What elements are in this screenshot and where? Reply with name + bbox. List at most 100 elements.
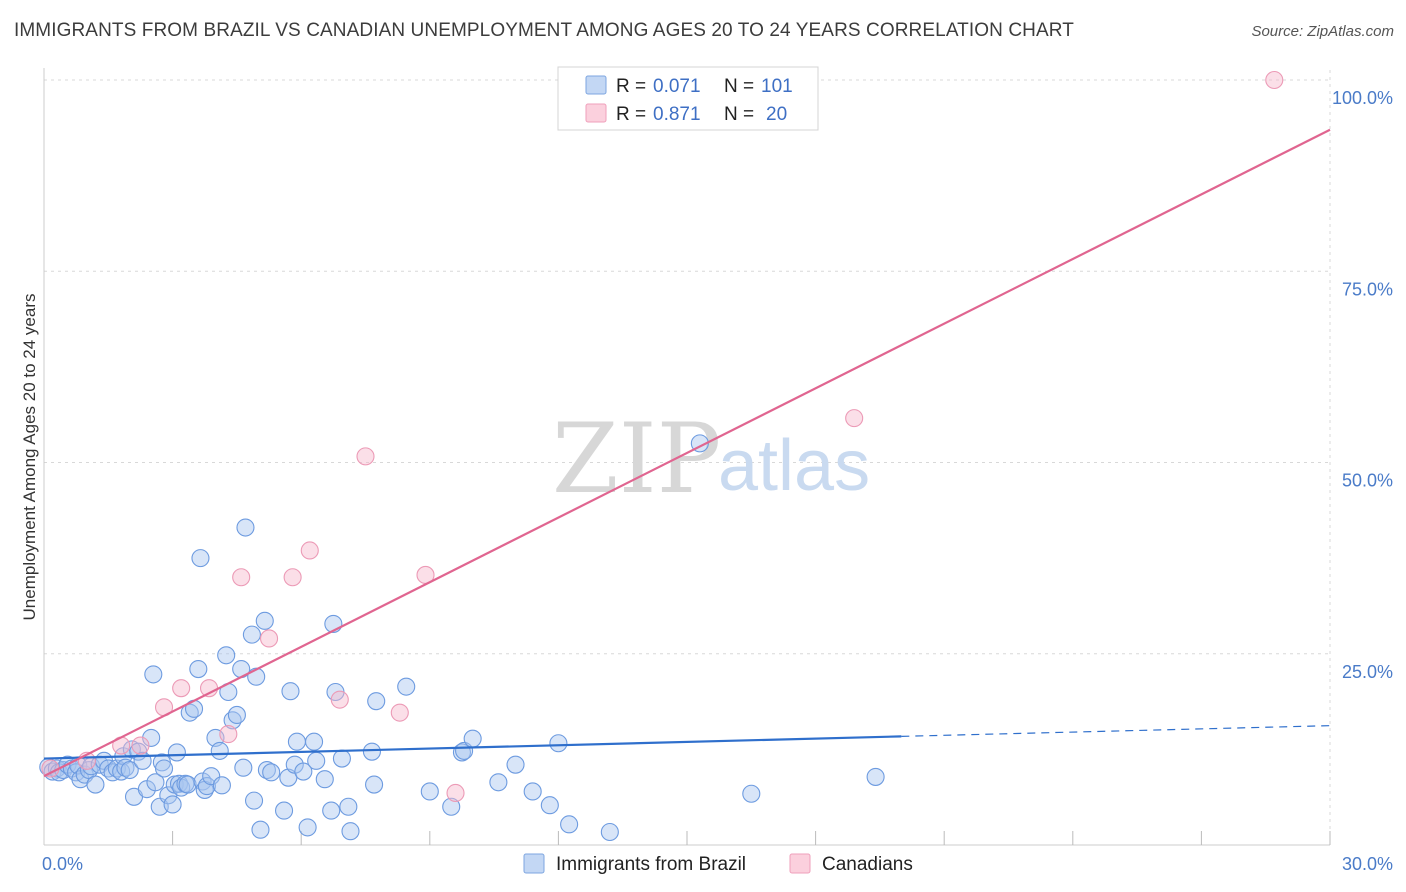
y-tick-label-0: 25.0%	[1342, 662, 1393, 682]
point-brazil-101	[866, 767, 885, 786]
point-brazil-22	[120, 760, 139, 780]
y-tick-label-2: 75.0%	[1342, 279, 1393, 299]
x-tick-label-1: 30.0%	[1342, 854, 1393, 874]
point-brazil-69	[281, 682, 300, 701]
point-canadians-11	[300, 541, 319, 560]
bottom-legend-swatch-blue	[523, 853, 545, 874]
point-brazil-91	[463, 729, 482, 748]
point-brazil-94	[523, 782, 542, 801]
tick-labels: 25.0% 50.0% 75.0% 100.0% 0.0% 30.0%	[42, 88, 1393, 874]
point-canadians-0	[41, 759, 60, 778]
point-canadians-3	[131, 736, 150, 755]
point-brazil-92	[489, 773, 508, 792]
point-canadians-14	[390, 703, 409, 722]
legend-swatch-blue	[585, 75, 607, 95]
point-brazil-64	[255, 611, 274, 630]
trend-line-brazil	[43, 735, 902, 760]
point-brazil-93	[506, 755, 525, 774]
point-brazil-100	[742, 784, 761, 803]
point-canadians-13	[356, 447, 375, 466]
point-brazil-48	[197, 777, 216, 796]
point-brazil-67	[275, 801, 294, 820]
point-brazil-77	[322, 801, 341, 820]
point-brazil-53	[217, 646, 236, 665]
point-canadians-7	[219, 725, 238, 744]
grid	[44, 70, 1331, 845]
point-brazil-98	[600, 822, 619, 842]
bottom-legend-label-canadians: Canadians	[822, 854, 913, 875]
point-canadians-12	[330, 690, 349, 709]
point-brazil-51	[210, 741, 229, 760]
point-brazil-56	[227, 705, 246, 725]
point-brazil-84	[365, 775, 384, 794]
bottom-legend-label-brazil: Immigrants from Brazil	[556, 854, 746, 875]
point-brazil-52	[212, 776, 231, 795]
point-brazil-41	[178, 775, 197, 794]
point-brazil-61	[244, 791, 264, 810]
point-brazil-87	[420, 782, 439, 801]
point-brazil-85	[367, 692, 386, 711]
trend-lines	[43, 128, 1331, 778]
point-brazil-59	[236, 518, 255, 537]
point-brazil-58	[234, 758, 253, 777]
point-canadians-17	[845, 409, 864, 428]
trend-line-brazil-extension	[901, 725, 1331, 737]
axes	[43, 68, 1331, 846]
point-brazil-96	[549, 734, 568, 753]
x-tick-label-0: 0.0%	[42, 854, 83, 874]
point-brazil-33	[154, 759, 174, 778]
y-tick-label-3: 100.0%	[1332, 88, 1393, 108]
point-brazil-95	[540, 796, 559, 815]
point-canadians-9	[259, 629, 279, 648]
point-brazil-45	[191, 549, 210, 568]
point-canadians-8	[232, 568, 251, 587]
legend-n-label-2: N =	[724, 104, 754, 125]
point-brazil-35	[163, 795, 182, 814]
point-brazil-63	[251, 820, 270, 839]
legend-n-value-1: 101	[761, 76, 793, 97]
point-brazil-82	[341, 822, 360, 841]
point-brazil-74	[305, 732, 324, 751]
legend-n-label-1: N =	[724, 76, 754, 97]
point-canadians-16	[446, 783, 465, 803]
y-tick-label-1: 50.0%	[1342, 471, 1393, 491]
point-brazil-80	[332, 749, 351, 768]
legend-r-label-1: R =	[616, 76, 646, 97]
point-brazil-60	[242, 625, 261, 644]
legend-r-label-2: R =	[616, 104, 646, 125]
point-brazil-62	[247, 667, 266, 686]
trend-line-canadians	[43, 128, 1331, 778]
point-brazil-86	[397, 677, 416, 696]
watermark-atlas: atlas	[718, 426, 870, 506]
point-brazil-28	[142, 728, 161, 747]
point-brazil-13	[86, 775, 105, 794]
point-brazil-44	[189, 659, 208, 679]
point-canadians-5	[172, 679, 191, 698]
point-brazil-71	[287, 732, 306, 751]
point-brazil-30	[146, 773, 165, 792]
source-label: Source: ZipAtlas.com	[1251, 23, 1394, 40]
watermark: ZIP atlas	[552, 403, 870, 515]
point-canadians-10	[283, 568, 302, 587]
legend-r-value-2: 0.871	[653, 104, 701, 125]
legend-n-value-2: 20	[766, 104, 787, 125]
point-brazil-88	[442, 797, 461, 816]
bottom-legend-swatch-pink	[789, 853, 811, 874]
point-brazil-81	[339, 797, 358, 816]
series-legend: Immigrants from Brazil Canadians	[523, 853, 913, 875]
point-brazil-72	[294, 762, 313, 781]
point-brazil-29	[144, 665, 163, 684]
point-brazil-75	[307, 751, 326, 770]
point-brazil-97	[560, 815, 579, 834]
point-brazil-37	[167, 743, 186, 762]
point-brazil-76	[315, 770, 334, 789]
legend-r-value-1: 0.071	[653, 76, 701, 97]
y-axis-label: Unemployment Among Ages 20 to 24 years	[20, 294, 39, 621]
point-brazil-73	[298, 818, 317, 837]
point-brazil-66	[262, 763, 281, 782]
series-immigrants-from-brazil	[39, 434, 885, 842]
point-brazil-83	[362, 742, 381, 761]
legend-swatch-pink	[585, 103, 607, 123]
series-canadians	[41, 70, 1284, 803]
